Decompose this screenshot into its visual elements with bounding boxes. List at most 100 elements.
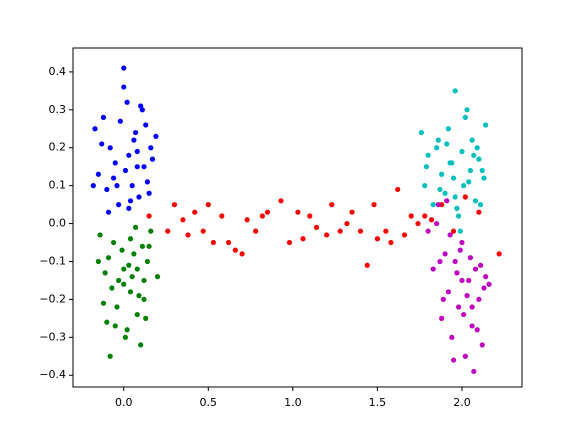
point [454,205,460,211]
point [422,183,428,189]
point [148,145,154,151]
point [110,239,117,246]
point [136,293,142,299]
point [132,224,139,230]
point [146,243,152,249]
y-tick-label: 0.0 [49,217,67,230]
point [483,122,489,128]
point [110,175,117,181]
point [474,145,480,151]
point [437,186,443,193]
point [439,171,445,177]
point [210,239,216,246]
point [349,209,355,215]
point [461,311,467,318]
point [433,145,440,151]
point [144,179,151,185]
point [324,232,330,238]
point [462,114,468,120]
point [408,213,414,219]
point [476,209,482,215]
point [371,202,377,208]
y-tick-label: −0.2 [39,292,66,305]
point [442,190,448,196]
point [471,152,477,158]
point [467,255,474,261]
plot-frame [72,47,523,388]
point [481,175,487,181]
point [444,198,450,204]
point [439,315,445,321]
point [143,122,149,128]
point [192,209,198,215]
point [472,198,479,204]
point [449,334,455,340]
point [126,152,132,158]
point [454,270,460,276]
point [461,183,467,189]
point [486,281,492,287]
point [430,266,436,272]
point [112,323,118,329]
point [259,213,266,219]
point [388,239,394,246]
point [112,160,118,166]
point [423,164,430,170]
point [471,368,477,375]
point [146,213,152,219]
point [131,137,137,143]
point [479,167,485,174]
point [154,274,161,280]
point [469,323,475,329]
point [232,247,238,253]
y-tick-label: −0.1 [39,254,66,267]
point [469,304,475,310]
point [462,353,468,359]
point [466,277,472,284]
point [127,289,134,295]
point [121,281,127,287]
point [127,198,134,204]
plot-area [73,48,522,387]
point [122,334,129,340]
x-tick-label: 0.5 [200,396,218,409]
point [430,202,436,208]
point [105,209,112,215]
point [295,209,301,215]
point [395,186,401,193]
point [244,217,250,223]
point [99,141,105,147]
point [435,202,441,208]
point [459,148,465,155]
point [138,342,144,348]
point [462,194,468,200]
point [134,311,140,318]
point [139,243,145,249]
point [415,220,421,227]
point [180,217,186,223]
point [117,118,123,124]
point [143,315,149,321]
point [124,327,130,333]
point [418,129,424,136]
x-tick-label: 1.5 [369,396,387,409]
point [401,232,408,238]
point [122,167,129,174]
point [459,239,465,246]
point [459,277,465,284]
point [95,171,101,177]
point [200,228,206,234]
point [477,262,484,268]
point [481,285,487,291]
point [109,285,115,291]
point [134,164,140,170]
point [139,107,145,113]
point [121,65,127,71]
point [144,258,151,265]
point [383,228,389,234]
point [134,266,140,272]
point [445,126,452,132]
point [114,183,120,189]
point [442,251,448,257]
